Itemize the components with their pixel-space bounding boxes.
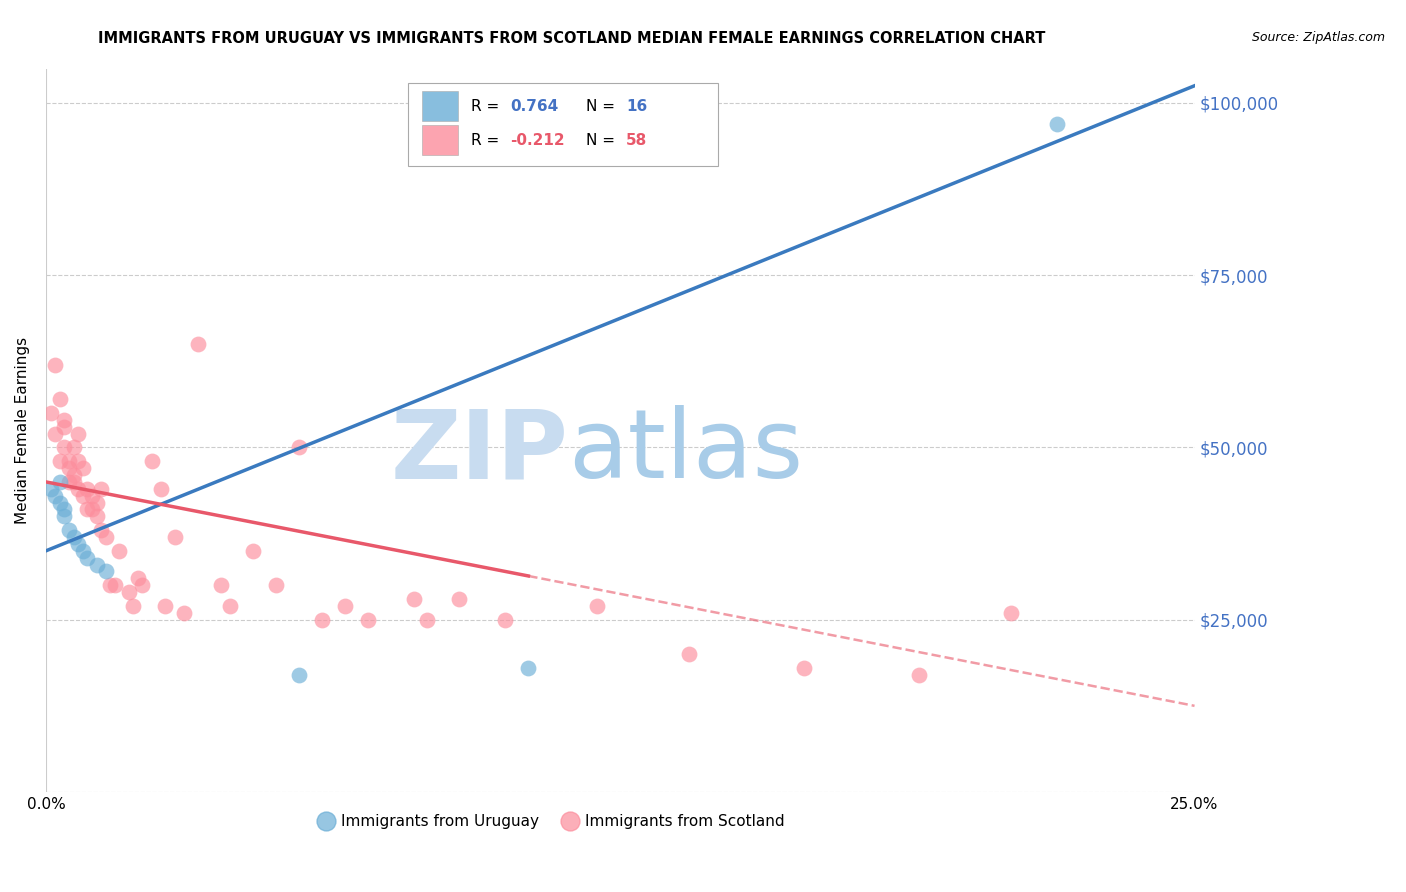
Point: [416, 613, 439, 627]
Point: [586, 599, 609, 613]
Point: [67, 454, 90, 468]
Point: [793, 661, 815, 675]
Point: [98, 578, 121, 592]
Point: [209, 578, 232, 592]
Point: [131, 578, 153, 592]
Point: [908, 668, 931, 682]
Point: [402, 592, 425, 607]
Point: [287, 441, 309, 455]
Point: [155, 599, 177, 613]
Point: [48, 475, 70, 489]
Point: [44, 358, 66, 372]
Text: ZIP: ZIP: [391, 406, 568, 499]
Point: [53, 509, 76, 524]
Text: N =: N =: [586, 133, 614, 148]
Point: [62, 441, 84, 455]
Text: Source: ZipAtlas.com: Source: ZipAtlas.com: [1251, 31, 1385, 45]
Point: [53, 502, 76, 516]
Legend: Immigrants from Uruguay, Immigrants from Scotland: Immigrants from Uruguay, Immigrants from…: [312, 807, 790, 835]
Point: [94, 530, 117, 544]
Point: [62, 530, 84, 544]
Point: [80, 502, 103, 516]
Text: N =: N =: [586, 99, 614, 113]
Point: [62, 468, 84, 483]
Point: [39, 482, 62, 496]
Point: [517, 661, 540, 675]
Point: [333, 599, 356, 613]
Point: [58, 454, 80, 468]
Point: [218, 599, 240, 613]
Text: IMMIGRANTS FROM URUGUAY VS IMMIGRANTS FROM SCOTLAND MEDIAN FEMALE EARNINGS CORRE: IMMIGRANTS FROM URUGUAY VS IMMIGRANTS FR…: [98, 31, 1046, 46]
Point: [449, 592, 471, 607]
Point: [58, 475, 80, 489]
Point: [1046, 117, 1069, 131]
Point: [122, 599, 145, 613]
FancyBboxPatch shape: [422, 91, 458, 121]
Point: [108, 544, 131, 558]
Point: [72, 544, 94, 558]
Text: 58: 58: [626, 133, 647, 148]
Point: [67, 426, 90, 441]
Point: [118, 585, 141, 599]
Text: 16: 16: [626, 99, 647, 113]
FancyBboxPatch shape: [408, 83, 718, 166]
Point: [53, 413, 76, 427]
Point: [90, 523, 112, 537]
Point: [58, 461, 80, 475]
Point: [48, 392, 70, 407]
Point: [94, 565, 117, 579]
Point: [48, 495, 70, 509]
Point: [356, 613, 378, 627]
Point: [1000, 606, 1022, 620]
Point: [53, 441, 76, 455]
Point: [187, 337, 209, 351]
Point: [62, 475, 84, 489]
Point: [104, 578, 127, 592]
Point: [264, 578, 287, 592]
Point: [163, 530, 186, 544]
Text: -0.212: -0.212: [510, 133, 565, 148]
Point: [76, 550, 98, 565]
Point: [86, 509, 108, 524]
Point: [72, 489, 94, 503]
Text: 0.764: 0.764: [510, 99, 558, 113]
Point: [72, 461, 94, 475]
Point: [44, 489, 66, 503]
Point: [678, 647, 700, 661]
Point: [67, 537, 90, 551]
Point: [44, 426, 66, 441]
Point: [39, 406, 62, 420]
Text: R =: R =: [471, 99, 499, 113]
Point: [80, 489, 103, 503]
Point: [86, 558, 108, 572]
Text: R =: R =: [471, 133, 499, 148]
FancyBboxPatch shape: [422, 125, 458, 155]
Point: [48, 454, 70, 468]
Point: [76, 502, 98, 516]
Text: atlas: atlas: [568, 406, 804, 499]
Point: [86, 495, 108, 509]
Point: [173, 606, 195, 620]
Point: [242, 544, 264, 558]
Point: [311, 613, 333, 627]
Point: [90, 482, 112, 496]
Point: [58, 523, 80, 537]
Point: [67, 482, 90, 496]
Point: [76, 482, 98, 496]
Point: [287, 668, 309, 682]
Point: [141, 454, 163, 468]
Point: [494, 613, 516, 627]
Y-axis label: Median Female Earnings: Median Female Earnings: [15, 336, 30, 524]
Point: [127, 571, 149, 585]
Point: [53, 419, 76, 434]
Point: [149, 482, 172, 496]
